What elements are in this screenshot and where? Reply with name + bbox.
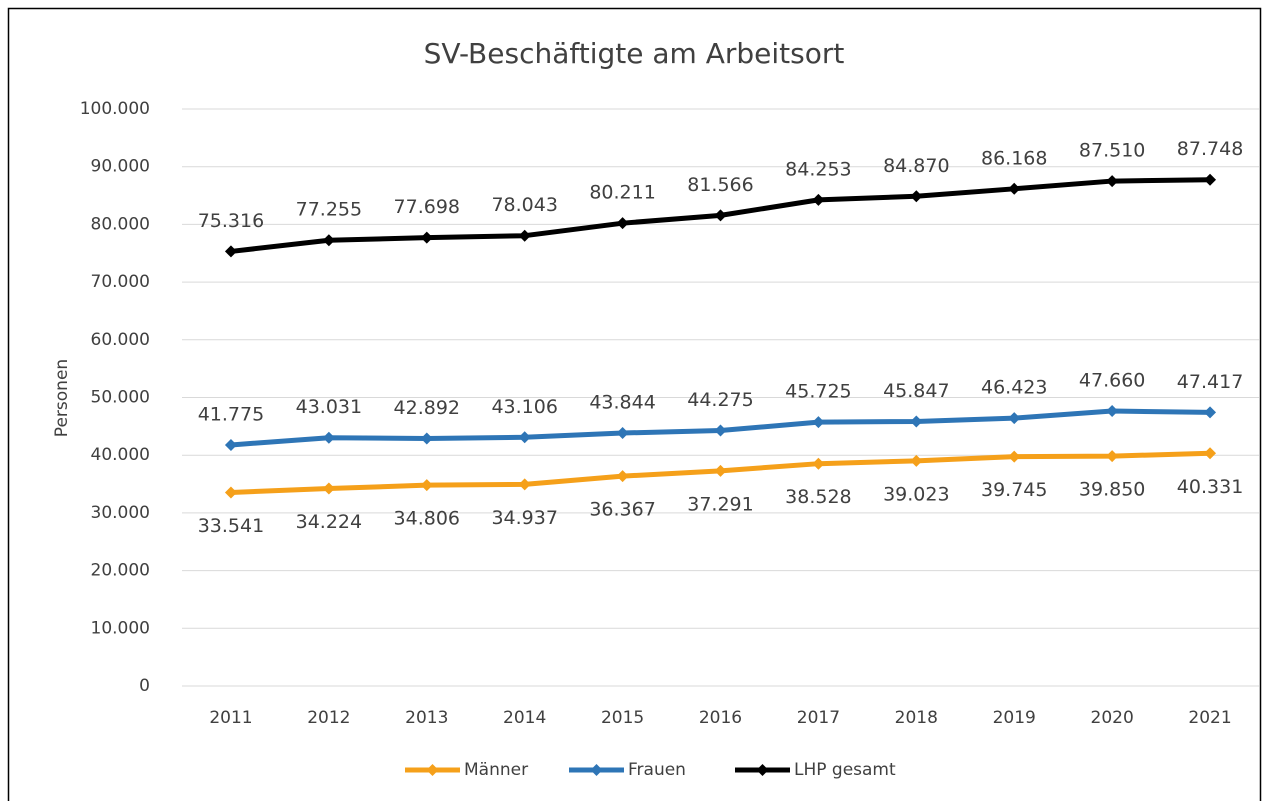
data-label: 33.541: [198, 515, 264, 537]
x-tick-label: 2021: [1188, 708, 1231, 728]
x-tick-label: 2014: [503, 708, 546, 728]
y-tick-label: 50.000: [91, 388, 150, 408]
marker: [420, 432, 433, 445]
y-tick-label: 40.000: [91, 445, 150, 465]
marker: [1106, 175, 1119, 188]
data-label: 42.892: [394, 397, 460, 419]
data-label: 39.023: [883, 483, 949, 505]
y-tick-label: 10.000: [91, 618, 150, 638]
marker: [1008, 412, 1021, 425]
marker: [518, 229, 531, 242]
data-label: 34.806: [394, 508, 460, 530]
chart-title: SV-Beschäftigte am Arbeitsort: [424, 37, 845, 70]
data-label: 78.043: [491, 194, 557, 216]
data-label: 86.168: [981, 147, 1047, 169]
data-label: 38.528: [785, 486, 851, 508]
marker: [1106, 450, 1119, 463]
data-label: 34.937: [491, 507, 557, 529]
x-tick-label: 2019: [993, 708, 1036, 728]
marker: [224, 245, 237, 258]
legend-label: LHP gesamt: [794, 760, 896, 780]
marker: [812, 416, 825, 429]
data-label: 40.331: [1177, 476, 1243, 498]
y-tick-label: 100.000: [80, 99, 150, 119]
data-label: 44.275: [687, 389, 753, 411]
marker: [616, 217, 629, 230]
data-label: 84.253: [785, 158, 851, 180]
data-label: 37.291: [687, 493, 753, 515]
marker: [910, 415, 923, 428]
marker: [420, 479, 433, 492]
marker: [1008, 182, 1021, 195]
marker: [518, 478, 531, 491]
marker: [714, 464, 727, 477]
data-label: 77.255: [296, 199, 362, 221]
data-label: 34.224: [296, 511, 362, 533]
data-label: 75.316: [198, 210, 264, 232]
legend-marker: [426, 764, 439, 776]
y-tick-label: 60.000: [91, 330, 150, 350]
x-tick-label: 2016: [699, 708, 742, 728]
data-label: 84.870: [883, 155, 949, 177]
marker: [616, 470, 629, 483]
data-label: 80.211: [589, 182, 655, 204]
marker: [910, 454, 923, 467]
y-axis-label: Personen: [52, 359, 72, 437]
marker: [518, 431, 531, 444]
legend-marker: [756, 764, 769, 776]
marker: [910, 190, 923, 203]
x-tick-label: 2013: [405, 708, 448, 728]
x-tick-label: 2018: [895, 708, 938, 728]
legend-label: Frauen: [628, 760, 686, 780]
marker: [1204, 406, 1217, 419]
marker: [322, 482, 335, 495]
marker: [224, 438, 237, 451]
data-label: 36.367: [589, 499, 655, 521]
data-label: 45.725: [785, 381, 851, 403]
marker: [812, 193, 825, 206]
y-tick-label: 0: [139, 676, 150, 696]
x-tick-label: 2020: [1091, 708, 1134, 728]
y-tick-label: 70.000: [91, 272, 150, 292]
legend-label: Männer: [464, 760, 528, 780]
x-tick-label: 2012: [307, 708, 350, 728]
x-tick-label: 2015: [601, 708, 644, 728]
data-label: 47.660: [1079, 370, 1145, 392]
marker: [812, 457, 825, 470]
data-label: 81.566: [687, 174, 753, 196]
marker: [616, 427, 629, 440]
marker: [420, 231, 433, 244]
data-label: 43.106: [491, 396, 557, 418]
data-label: 46.423: [981, 377, 1047, 399]
marker: [1204, 447, 1217, 460]
x-tick-label: 2017: [797, 708, 840, 728]
data-label: 43.031: [296, 396, 362, 418]
marker: [322, 431, 335, 444]
marker: [1008, 450, 1021, 463]
marker: [714, 209, 727, 222]
y-tick-label: 90.000: [91, 157, 150, 177]
data-label: 87.748: [1177, 138, 1243, 160]
data-label: 77.698: [394, 196, 460, 218]
data-label: 87.510: [1079, 140, 1145, 162]
data-label: 47.417: [1177, 371, 1243, 393]
legend-marker: [590, 764, 603, 776]
y-tick-label: 20.000: [91, 561, 150, 581]
marker: [224, 486, 237, 499]
data-label: 45.847: [883, 380, 949, 402]
y-tick-label: 30.000: [91, 503, 150, 523]
marker: [1204, 173, 1217, 186]
marker: [322, 234, 335, 247]
data-label: 39.745: [981, 479, 1047, 501]
marker: [714, 424, 727, 437]
chart-frame: [7, 7, 1262, 801]
data-label: 39.850: [1079, 479, 1145, 501]
y-tick-label: 80.000: [91, 214, 150, 234]
marker: [1106, 405, 1119, 418]
data-label: 41.775: [198, 403, 264, 425]
x-tick-label: 2011: [209, 708, 252, 728]
data-label: 43.844: [589, 392, 655, 414]
